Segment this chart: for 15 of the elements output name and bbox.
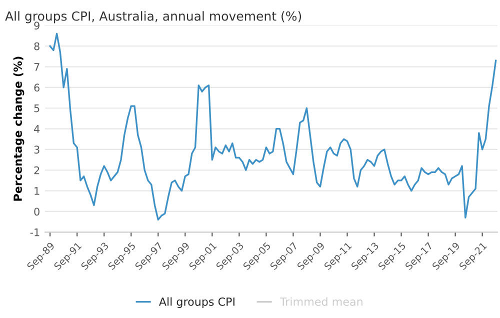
y-tick-label: 8 [34, 42, 40, 50]
line-series [49, 32, 497, 221]
chart-title: All groups CPI, Australia, annual movement (%) [5, 11, 302, 24]
y-tick-label: 3 [34, 146, 40, 154]
y-tick-label: 9 [34, 22, 40, 30]
legend-label: All groups CPI [158, 297, 234, 308]
y-tick-label: 0 [34, 208, 40, 216]
y-axis-title: Percentage change (%) [13, 56, 24, 201]
y-tick-label: 5 [34, 104, 40, 112]
y-tick-label: 7 [34, 63, 40, 71]
y-tick-label: 6 [34, 84, 40, 92]
y-tick-label: 2 [34, 166, 40, 174]
y-tick-label: 4 [34, 125, 40, 133]
y-tick-label: -1 [30, 228, 40, 236]
y-tick-label: 1 [34, 187, 40, 195]
